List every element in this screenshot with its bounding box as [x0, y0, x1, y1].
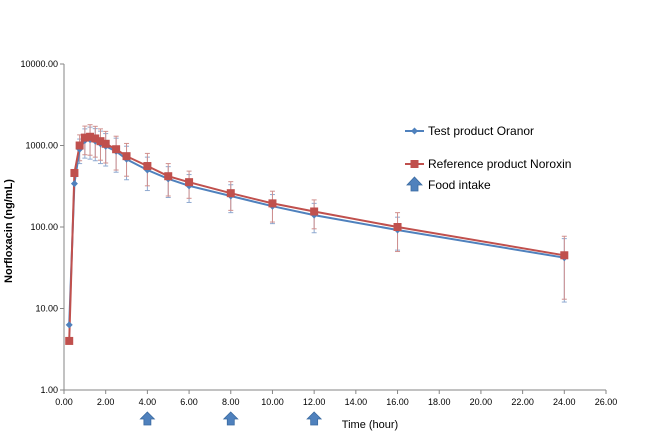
- legend-label-test: Test product Oranor: [428, 124, 534, 138]
- legend-label-reference: Reference product Noroxin: [428, 157, 571, 171]
- data-point-reference: [65, 336, 74, 345]
- data-point-reference: [226, 189, 235, 198]
- legend-marker-test: [411, 127, 418, 135]
- x-tick-label: 20.00: [470, 397, 493, 407]
- data-point-reference: [122, 152, 131, 161]
- x-tick-label: 22.00: [511, 397, 534, 407]
- axes: 0.00 2.00 4.00 6.00 8.00 10.00 12.00 14.00 16.00…: [20, 59, 617, 407]
- y-tick-label: 10.00: [35, 304, 58, 314]
- data-point-reference: [86, 132, 95, 141]
- y-tick-label: 100.00: [30, 222, 58, 232]
- y-tick-label: 1000.00: [25, 141, 58, 151]
- legend-item-test: Test product Oranor: [405, 124, 534, 138]
- x-tick-label: 12.00: [303, 397, 326, 407]
- data-point-reference: [560, 251, 569, 260]
- data-point-test: [70, 180, 78, 188]
- x-tick-label: 4.00: [139, 397, 157, 407]
- legend-marker-reference: [410, 160, 419, 168]
- data-point-reference: [75, 141, 84, 150]
- legend-arrow-icon: [406, 176, 423, 192]
- y-axis-title: Norfloxacin (ng/mL): [3, 179, 15, 283]
- data-point-reference: [164, 172, 173, 181]
- data-point-reference: [80, 133, 89, 142]
- x-tick-label: 16.00: [386, 397, 409, 407]
- data-point-reference: [112, 145, 121, 154]
- data-point-reference: [70, 168, 79, 177]
- x-tick-label: 2.00: [97, 397, 115, 407]
- x-tick-label: 18.00: [428, 397, 451, 407]
- food-intake-arrows: [139, 411, 323, 426]
- data-point-reference: [101, 139, 110, 148]
- y-tick-label: 1.00: [40, 385, 58, 395]
- x-tick-label: 26.00: [595, 397, 618, 407]
- legend-item-reference: Reference product Noroxin: [405, 157, 571, 171]
- x-tick-label: 0.00: [55, 397, 73, 407]
- food-intake-arrow-icon: [139, 411, 156, 426]
- x-tick-label: 24.00: [553, 397, 576, 407]
- food-intake-arrow-icon: [306, 411, 323, 426]
- x-tick-label: 14.00: [345, 397, 368, 407]
- legend-label-food-intake: Food intake: [428, 178, 491, 192]
- data-point-reference: [268, 199, 277, 208]
- data-point-reference: [143, 162, 152, 171]
- data-point-reference: [91, 134, 100, 143]
- data-point-test: [65, 321, 73, 329]
- legend: Test product Oranor Reference product No…: [405, 124, 571, 192]
- data-point-reference: [393, 223, 402, 231]
- x-tick-label: 8.00: [222, 397, 240, 407]
- x-axis-title: Time (hour): [342, 419, 398, 431]
- food-intake-arrow-icon: [222, 411, 239, 426]
- x-tick-label: 6.00: [180, 397, 198, 407]
- y-tick-label: 10000.00: [20, 59, 58, 69]
- data-point-reference: [185, 178, 194, 187]
- data-point-reference: [310, 207, 319, 216]
- series-markers: [65, 132, 569, 345]
- data-point-reference: [96, 137, 105, 146]
- legend-item-food-intake: Food intake: [406, 176, 491, 192]
- x-tick-label: 10.00: [261, 397, 284, 407]
